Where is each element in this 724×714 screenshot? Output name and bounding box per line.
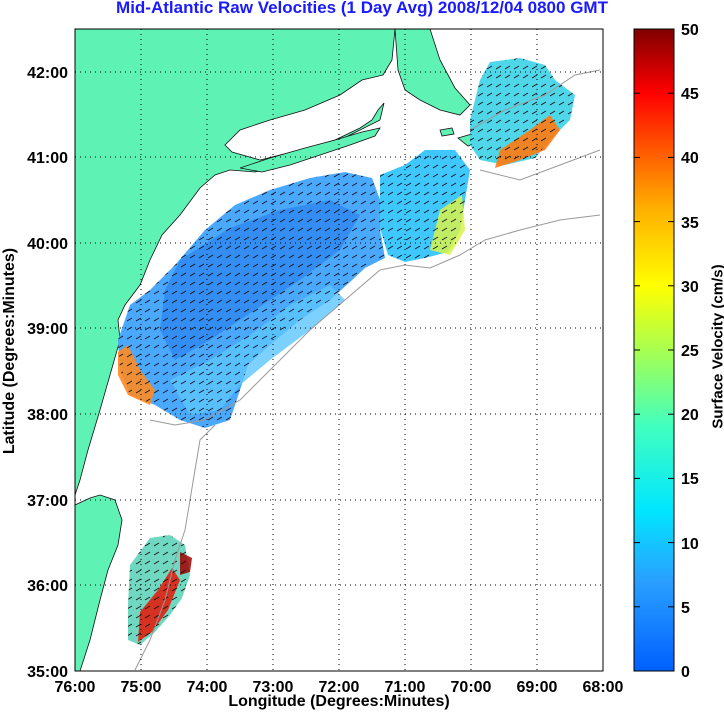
x-tick-label: 73:00	[253, 679, 294, 696]
y-tick-label: 37:00	[27, 493, 68, 510]
x-tick-label: 75:00	[121, 679, 162, 696]
colorbar-label: Surface Velocity (cm/s)	[709, 264, 724, 429]
colorbar-tick-label: 45	[681, 86, 699, 103]
velocity-vectors-main	[118, 172, 385, 428]
colorbar-ticks	[634, 92, 674, 608]
y-axis-ticks: 35:00 36:00 37:00 38:00 39:00 40:00 41:0…	[27, 65, 68, 681]
grid	[75, 29, 603, 671]
colorbar-tick-label: 20	[681, 407, 699, 424]
x-tick-label: 76:00	[55, 679, 96, 696]
x-tick-label: 74:00	[187, 679, 228, 696]
x-tick-label: 70:00	[451, 679, 492, 696]
y-tick-label: 42:00	[27, 65, 68, 82]
colorbar-tick-label: 40	[681, 150, 699, 167]
x-tick-label: 68:00	[583, 679, 624, 696]
x-tick-label: 69:00	[517, 679, 558, 696]
y-tick-label: 38:00	[27, 407, 68, 424]
colorbar-tick-label: 50	[681, 22, 699, 39]
y-tick-label: 41:00	[27, 150, 68, 167]
y-tick-label: 40:00	[27, 236, 68, 253]
x-axis-label: Longitude (Degrees:Minutes)	[228, 693, 450, 710]
colorbar-tick-label: 35	[681, 215, 699, 232]
y-tick-label: 35:00	[27, 664, 68, 681]
y-axis-label: Latitude (Degrees:Minutes)	[1, 247, 18, 455]
x-tick-label: 71:00	[385, 679, 426, 696]
colorbar-tick-label: 30	[681, 279, 699, 296]
y-tick-label: 36:00	[27, 578, 68, 595]
colorbar-tick-label: 10	[681, 536, 699, 553]
colorbar-tick-label: 25	[681, 343, 699, 360]
x-axis-ticks: 76:00 75:00 74:00 73:00 72:00 71:00 70:0…	[55, 679, 624, 696]
map-title: Mid-Atlantic Raw Velocities (1 Day Avg) …	[116, 0, 608, 17]
land-delmarva	[75, 494, 123, 671]
bathymetry-contour-shelf	[134, 424, 216, 671]
colorbar-tick-label: 5	[681, 600, 690, 617]
velocity-vectors-east	[380, 150, 470, 262]
land-cape-cod	[394, 29, 471, 116]
velocity-vectors-northeast	[470, 58, 575, 165]
colorbar-tick-label: 0	[681, 664, 690, 681]
land-mass	[75, 29, 396, 496]
bathymetry-contour	[149, 214, 601, 426]
colorbar-tick-label: 15	[681, 471, 699, 488]
land-long-island	[239, 127, 381, 173]
x-tick-label: 72:00	[319, 679, 360, 696]
y-tick-label: 39:00	[27, 321, 68, 338]
colorbar-tick-labels: 0 5 10 15 20 25 30 35 40 45 50	[681, 22, 699, 681]
